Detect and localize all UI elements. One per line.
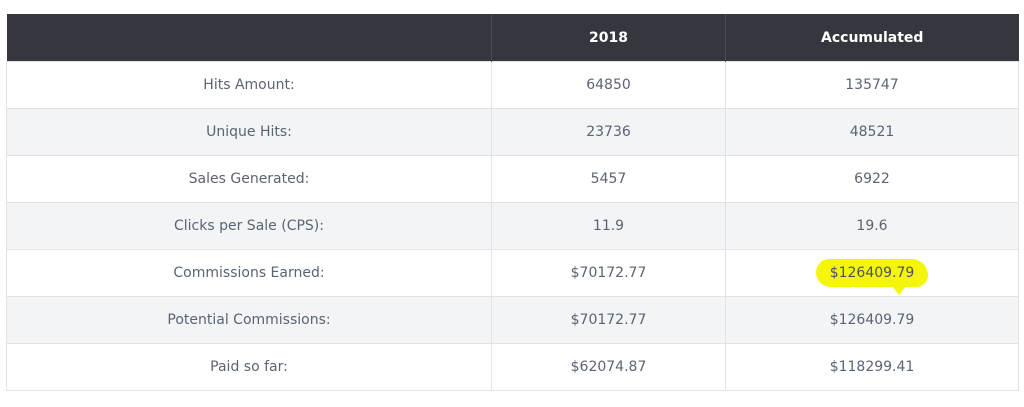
row-label: Hits Amount:: [6, 61, 492, 109]
row-label: Clicks per Sale (CPS):: [6, 202, 492, 250]
cell-year: 5457: [491, 155, 726, 203]
table-row-sales-generated: Sales Generated: 5457 6922: [6, 155, 1019, 203]
table-row-unique-hits: Unique Hits: 23736 48521: [6, 108, 1019, 156]
cell-year: $62074.87: [491, 343, 726, 391]
table-row-clicks-per-sale: Clicks per Sale (CPS): 11.9 19.6: [6, 202, 1019, 250]
cell-accumulated: 135747: [725, 61, 1019, 109]
row-label: Potential Commissions:: [6, 296, 492, 344]
cell-year: 64850: [491, 61, 726, 109]
cell-accumulated: 6922: [725, 155, 1019, 203]
row-label: Unique Hits:: [6, 108, 492, 156]
table-row-commissions-earned: Commissions Earned: $70172.77 $126409.79: [6, 249, 1019, 297]
table-body: Hits Amount: 64850 135747 Unique Hits: 2…: [6, 61, 1019, 391]
highlight-marker: $126409.79: [815, 259, 929, 295]
row-label: Commissions Earned:: [6, 249, 492, 297]
cell-year: 11.9: [491, 202, 726, 250]
table-header: 2018 Accumulated: [6, 14, 1019, 62]
cell-year: $70172.77: [491, 296, 726, 344]
table-row-hits-amount: Hits Amount: 64850 135747: [6, 61, 1019, 109]
row-label: Sales Generated:: [6, 155, 492, 203]
cell-year: $70172.77: [491, 249, 726, 297]
stats-table: 2018 Accumulated Hits Amount: 64850 1357…: [6, 14, 1019, 391]
header-empty: [6, 14, 492, 62]
cell-year: 23736: [491, 108, 726, 156]
table-row-paid-so-far: Paid so far: $62074.87 $118299.41: [6, 343, 1019, 391]
header-row: 2018 Accumulated: [6, 14, 1019, 62]
cell-accumulated: $126409.79: [725, 249, 1019, 297]
cell-accumulated: 48521: [725, 108, 1019, 156]
row-label: Paid so far:: [6, 343, 492, 391]
cell-accumulated: $126409.79: [725, 296, 1019, 344]
table-row-potential-commissions: Potential Commissions: $70172.77 $126409…: [6, 296, 1019, 344]
cell-accumulated: 19.6: [725, 202, 1019, 250]
header-accumulated: Accumulated: [725, 14, 1019, 62]
cell-accumulated: $118299.41: [725, 343, 1019, 391]
header-year: 2018: [491, 14, 726, 62]
stats-table-container: 2018 Accumulated Hits Amount: 64850 1357…: [6, 14, 1019, 391]
